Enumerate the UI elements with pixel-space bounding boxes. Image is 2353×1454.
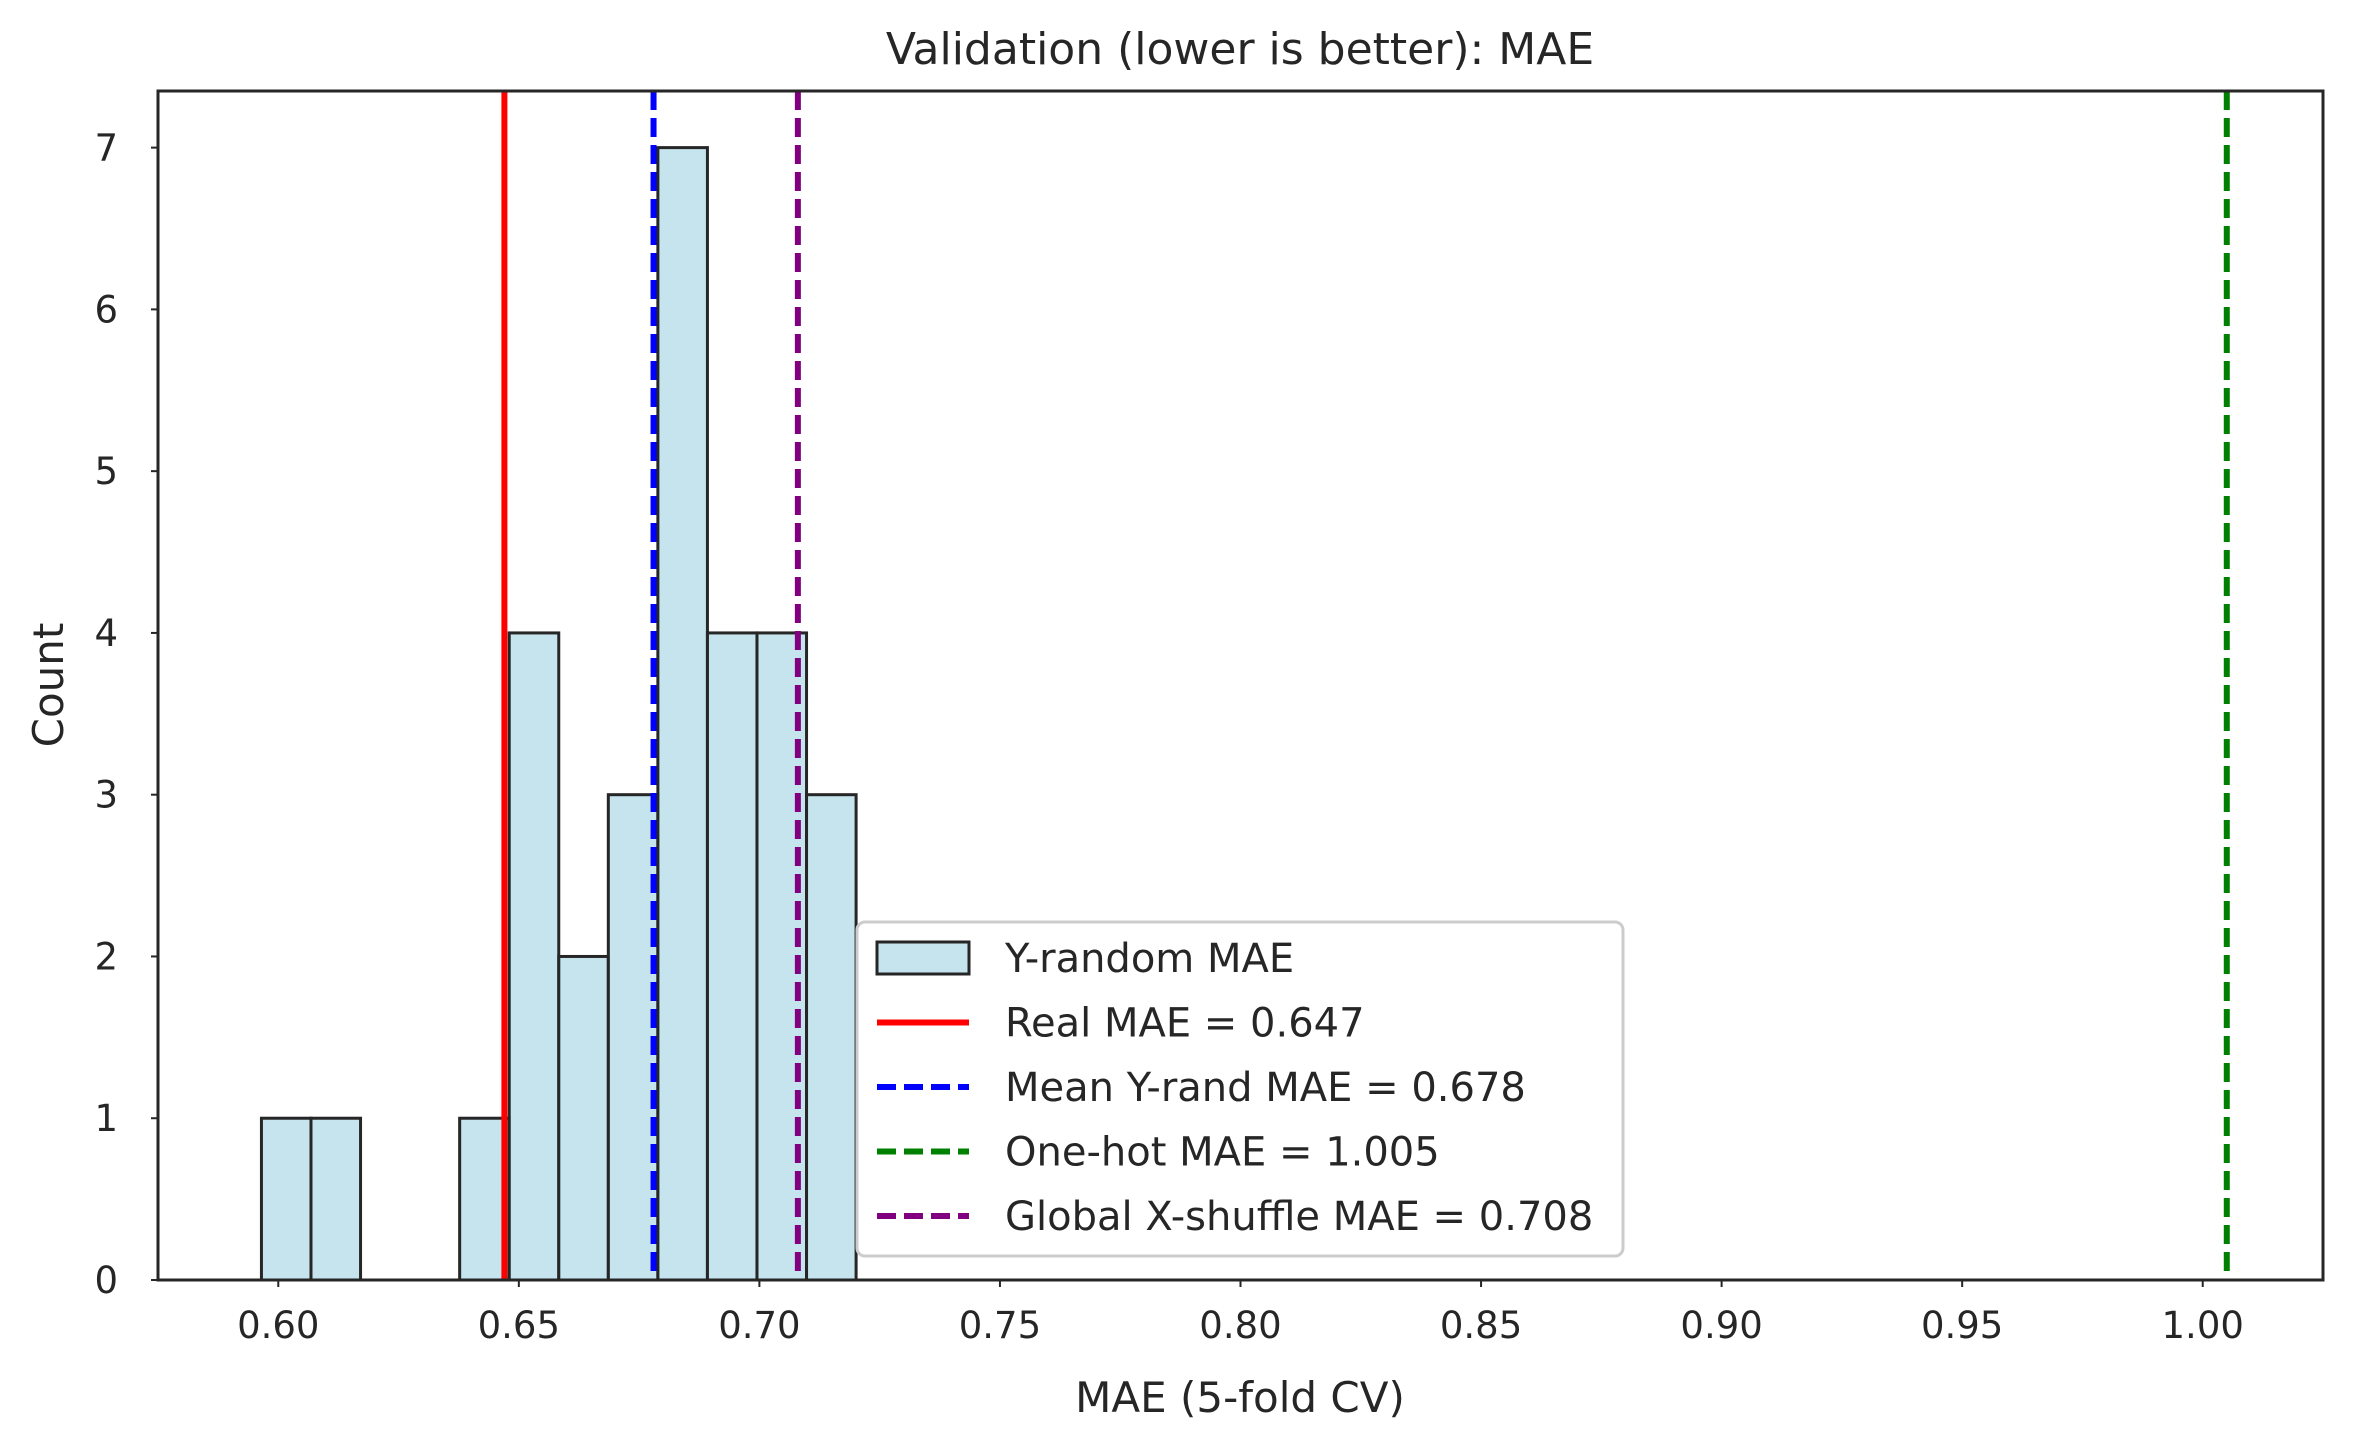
legend-label: Mean Y-rand MAE = 0.678 bbox=[1005, 1065, 1526, 1111]
x-tick-label: 0.70 bbox=[718, 1304, 800, 1347]
legend-label: Y-random MAE bbox=[1004, 936, 1294, 982]
x-axis-ticks: 0.60 0.65 0.70 0.75 0.80 0.85 0.90 0.95 1.00 bbox=[237, 1280, 2244, 1347]
legend-label: Real MAE = 0.647 bbox=[1005, 1001, 1365, 1047]
x-tick-label: 0.60 bbox=[237, 1304, 319, 1347]
histogram-bars bbox=[259, 146, 858, 1282]
histogram-bar bbox=[259, 1116, 313, 1282]
x-axis-label: MAE (5-fold CV) bbox=[1075, 1373, 1405, 1422]
x-tick-label: 0.65 bbox=[478, 1304, 560, 1347]
histogram-bar bbox=[557, 954, 610, 1282]
y-axis-label: Count bbox=[24, 623, 73, 748]
x-tick-label: 0.90 bbox=[1680, 1304, 1762, 1347]
legend-label: One-hot MAE = 1.005 bbox=[1005, 1130, 1440, 1176]
y-tick-label: 5 bbox=[94, 450, 118, 493]
y-tick-label: 7 bbox=[94, 127, 118, 170]
histogram-bar bbox=[507, 631, 561, 1282]
y-tick-label: 0 bbox=[94, 1259, 118, 1302]
histogram-bar bbox=[606, 793, 660, 1282]
y-tick-label: 2 bbox=[94, 935, 118, 978]
x-tick-label: 0.85 bbox=[1440, 1304, 1522, 1347]
legend-label: Global X-shuffle MAE = 0.708 bbox=[1005, 1194, 1593, 1240]
x-tick-label: 0.80 bbox=[1199, 1304, 1281, 1347]
reference-lines bbox=[501, 91, 2230, 1280]
x-tick-label: 0.75 bbox=[959, 1304, 1041, 1347]
chart-title: Validation (lower is better): MAE bbox=[886, 24, 1594, 75]
y-tick-label: 3 bbox=[94, 774, 118, 817]
histogram-bar bbox=[656, 146, 709, 1282]
histogram-bar bbox=[309, 1116, 363, 1282]
y-tick-label: 6 bbox=[94, 288, 118, 331]
y-tick-label: 1 bbox=[94, 1097, 118, 1140]
x-tick-label: 1.00 bbox=[2162, 1304, 2244, 1347]
legend-frame bbox=[855, 920, 1625, 1258]
legend: Y-random MAE Real MAE = 0.647 Mean Y-rand … bbox=[855, 920, 1625, 1258]
legend-swatch bbox=[875, 940, 971, 976]
x-tick-label: 0.95 bbox=[1921, 1304, 2003, 1347]
y-axis-ticks: 0 1 2 3 4 5 6 7 bbox=[94, 127, 158, 1302]
histogram-bar bbox=[705, 631, 759, 1282]
histogram-bar bbox=[805, 793, 858, 1282]
y-tick-label: 4 bbox=[94, 612, 118, 655]
